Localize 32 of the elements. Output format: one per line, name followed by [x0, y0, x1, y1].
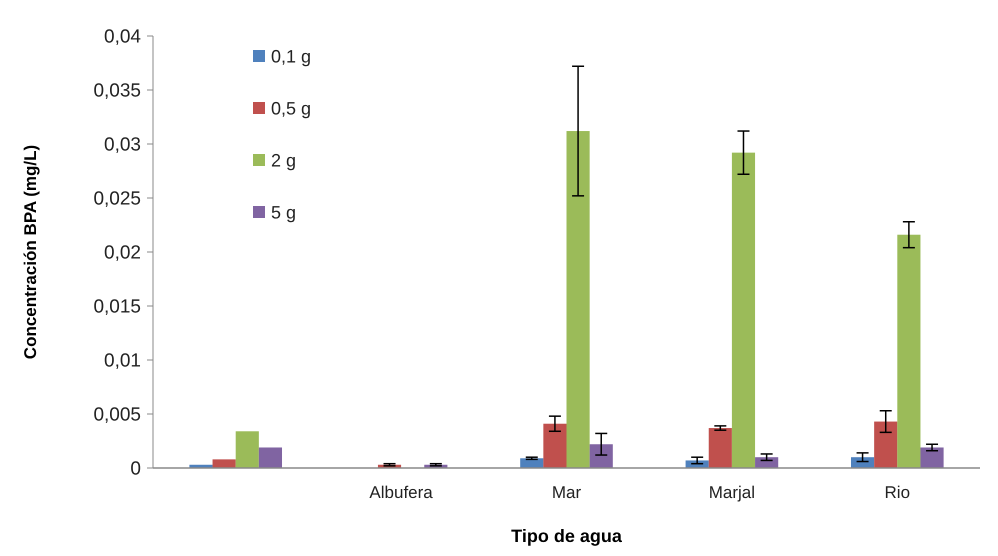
y-tick-label: 0,04 [104, 26, 142, 48]
bar [566, 131, 590, 468]
x-tick-label: Albufera [369, 483, 434, 502]
y-tick-label: 0,025 [93, 188, 141, 210]
bar [732, 152, 756, 468]
y-tick-label: 0,035 [93, 80, 141, 102]
bar [543, 424, 566, 468]
legend-label: 5 g [271, 202, 296, 222]
bar [236, 431, 259, 468]
x-tick-label: Marjal [708, 483, 756, 502]
y-tick-label: 0,01 [104, 350, 141, 372]
bar [590, 444, 613, 468]
bar [258, 447, 282, 468]
x-tick-label: Mar [552, 483, 582, 502]
legend-label: 2 g [271, 150, 296, 170]
bar [708, 428, 732, 468]
bar [850, 457, 874, 468]
x-tick-label: Rio [884, 483, 910, 502]
y-tick-label: 0,03 [104, 134, 141, 156]
legend-label: 0,1 g [271, 46, 312, 66]
y-tick-label: 0,005 [93, 404, 141, 426]
legend-label: 0,5 g [271, 98, 312, 118]
bar [874, 422, 898, 468]
y-tick-label: 0,015 [93, 296, 141, 318]
bar [755, 457, 778, 468]
bar [920, 447, 944, 468]
y-tick-label: 0 [130, 458, 141, 480]
x-axis-title: Tipo de agua [511, 526, 623, 546]
bar [897, 234, 920, 468]
y-tick-label: 0,02 [104, 242, 141, 264]
y-axis-title: Concentración BPA (mg/L) [21, 144, 40, 360]
bar [212, 459, 236, 468]
